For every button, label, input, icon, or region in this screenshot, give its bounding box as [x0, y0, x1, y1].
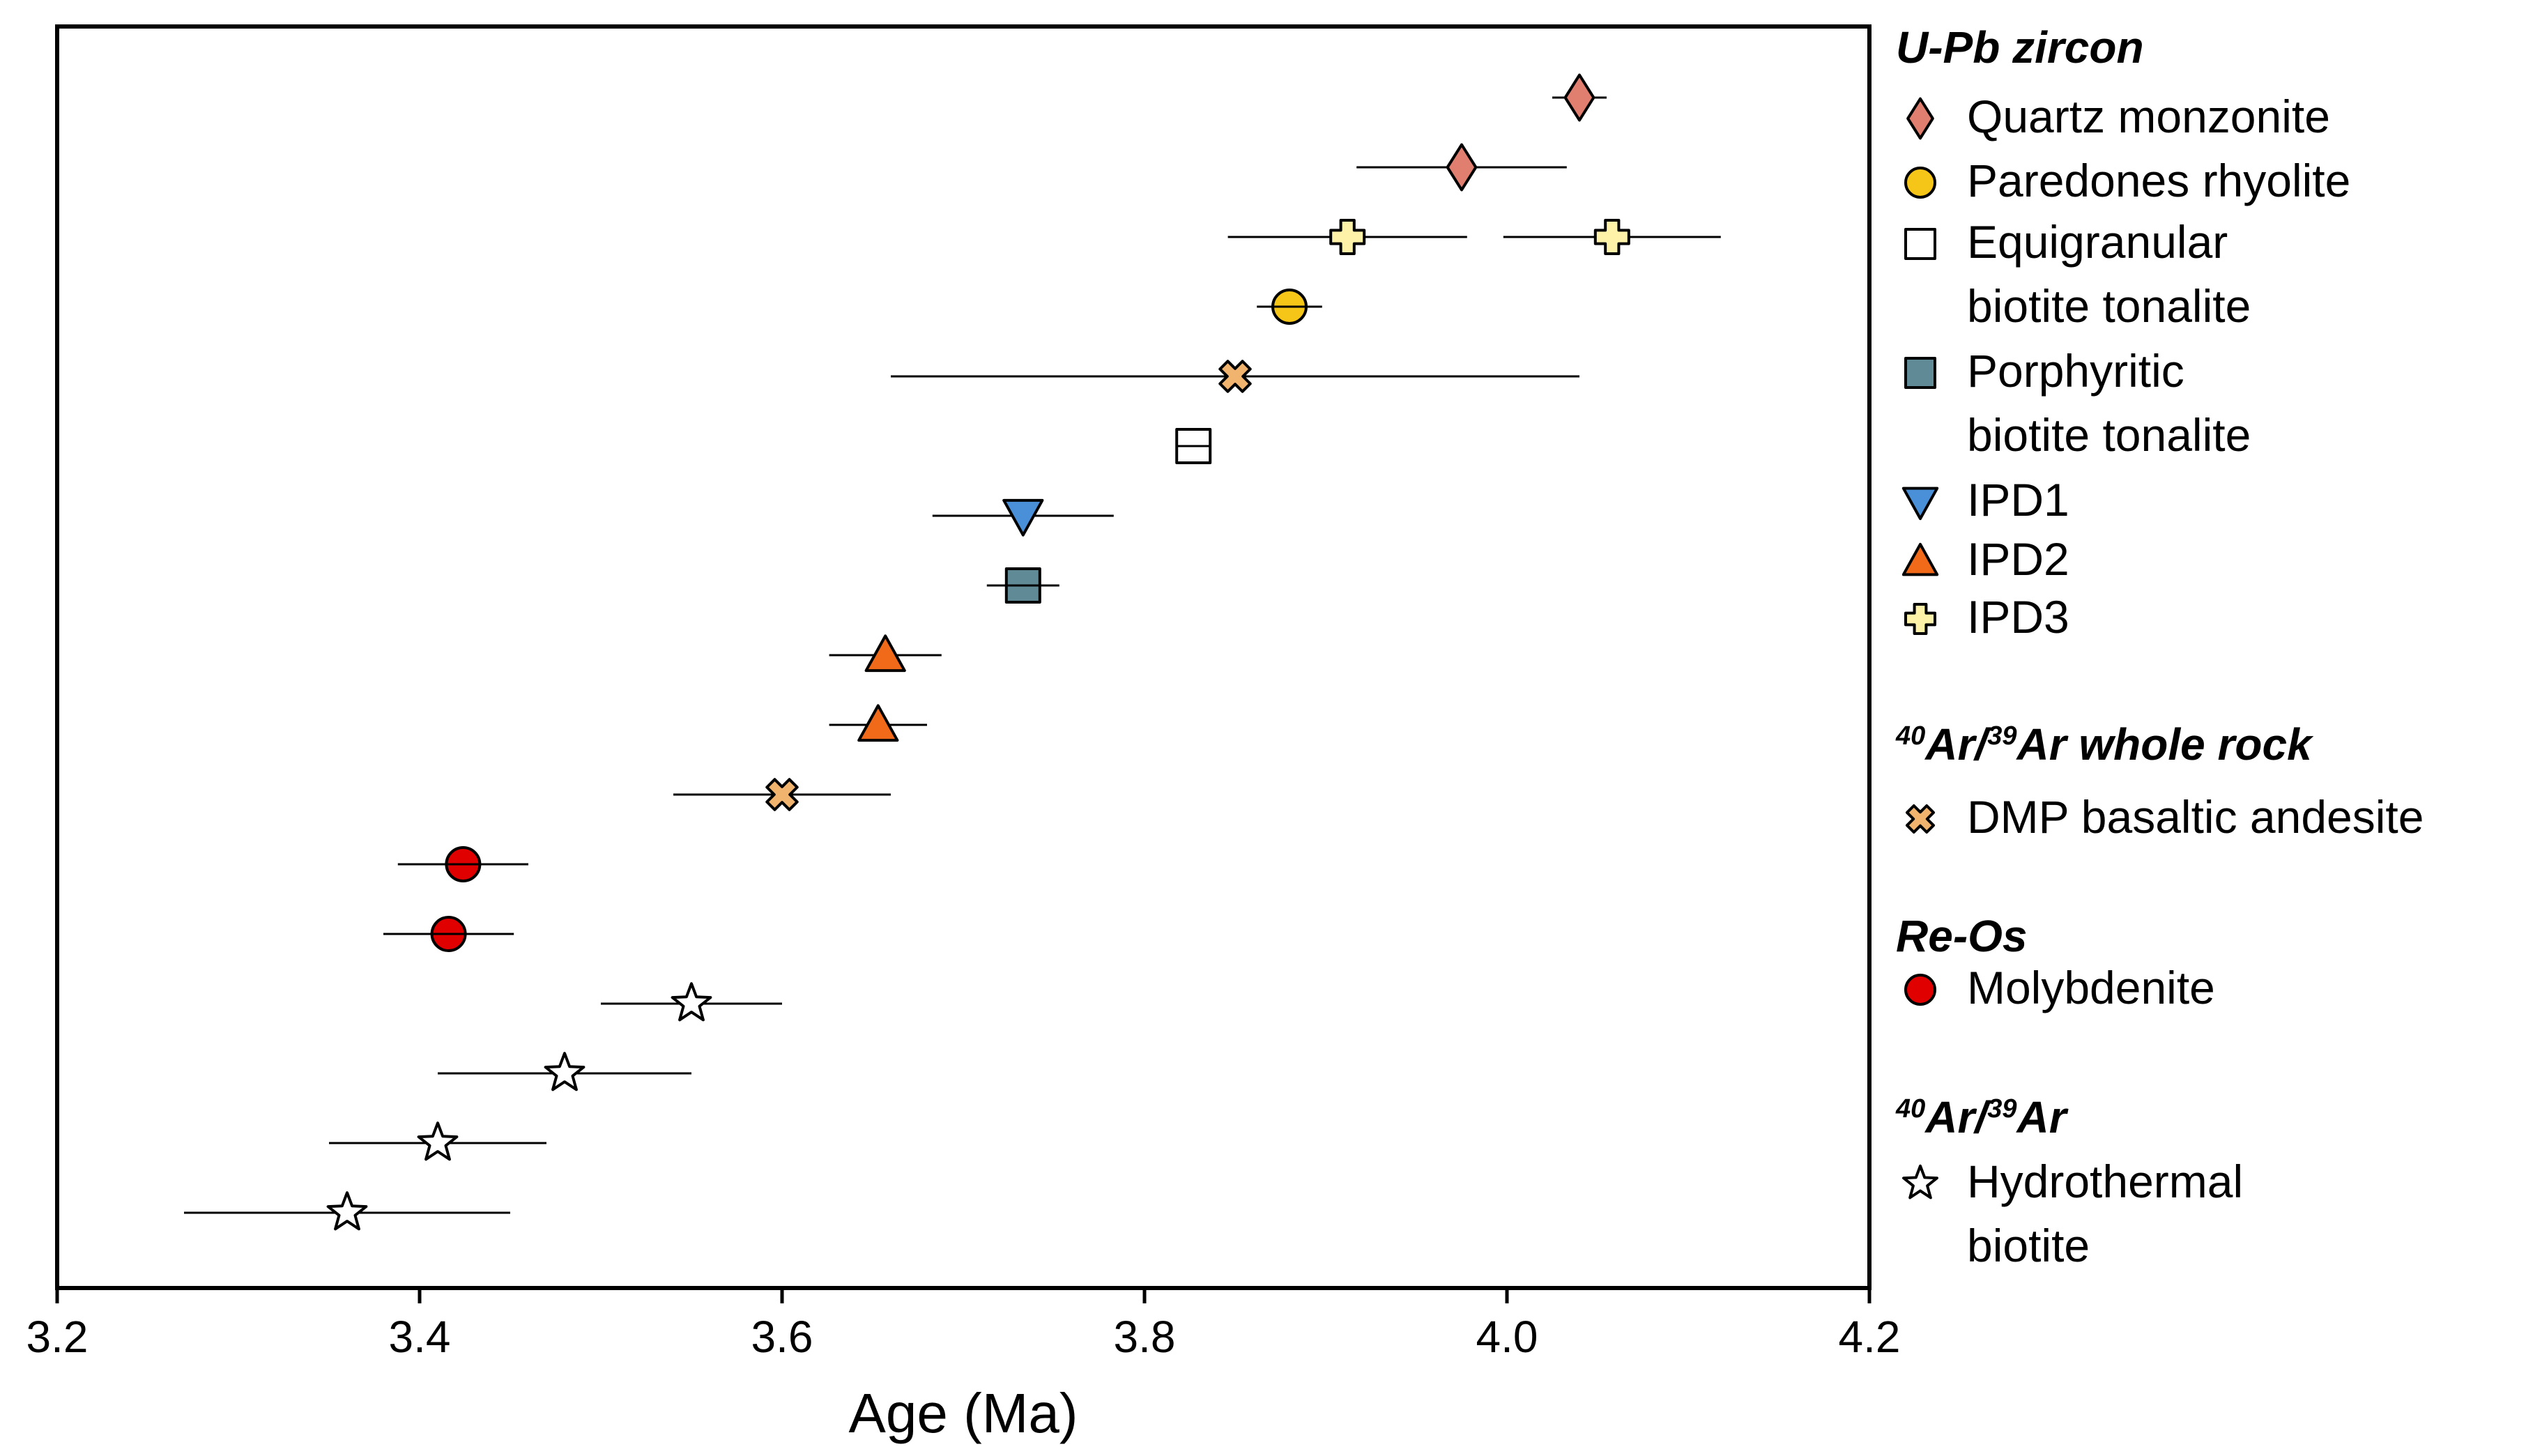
data-point-molybdenite: [397, 846, 528, 882]
data-point-ipd2: [829, 634, 942, 673]
legend-entry-equigranular-biotite-tonalite: Equigranular biotite tonalite: [1904, 216, 2251, 332]
legend-triangle-down-marker: [1901, 486, 1939, 521]
x-marker: [765, 778, 799, 811]
legend-entry-molybdenite: Molybdenite: [1904, 962, 2215, 1013]
x-tick-label: 3.6: [751, 1312, 813, 1362]
x-axis-title: Age (Ma): [849, 1382, 1078, 1444]
x-tick-label: 3.2: [26, 1312, 89, 1362]
legend-heading: U-Pb zircon: [1896, 22, 2144, 72]
x-tick-label: 4.0: [1476, 1312, 1538, 1362]
legend-entry-ipd3: IPD3: [1904, 591, 2069, 643]
legend-label: Porphyritic: [1967, 345, 2184, 397]
legend-circle-marker: [1904, 974, 1936, 1006]
legend-entry-hydrothermal-biotite: Hydrothermal biotite: [1902, 1156, 2243, 1271]
legend-heading: 40Ar/39Ar: [1895, 1092, 2069, 1142]
legend-circle-marker: [1904, 167, 1936, 199]
data-point-hydrothermal-biotite: [438, 1052, 691, 1091]
plot-area: [184, 73, 1721, 1231]
legend-entry-porphyritic-biotite-tonalite: Porphyritic biotite tonalite: [1904, 345, 2251, 461]
legend-entry-paredones-rhyolite: Paredones rhyolite: [1904, 155, 2350, 206]
legend-group-0: U-Pb zircon Quartz monzonite Paredones rhy…: [1896, 22, 2350, 643]
triangle-up-marker: [864, 634, 906, 673]
star-marker: [326, 1191, 368, 1231]
data-point-quartz-monzonite: [1356, 143, 1567, 192]
data-point-ipd1: [932, 498, 1114, 537]
legend-label: IPD2: [1967, 533, 2069, 585]
legend-label: Quartz monzonite: [1967, 91, 2330, 142]
data-point-equigranular-biotite-tonalite: [1175, 428, 1212, 464]
legend-heading: Re-Os: [1896, 911, 2028, 961]
data-point-ipd2: [829, 704, 927, 742]
legend-label: biotite tonalite: [1967, 409, 2251, 461]
legend-heading: 40Ar/39Ar whole rock: [1895, 719, 2314, 769]
legend-triangle-up-marker: [1901, 542, 1939, 576]
legend-entry-ipd2: IPD2: [1901, 533, 2069, 585]
legend-label: DMP basaltic andesite: [1967, 791, 2424, 843]
legend-label: biotite tonalite: [1967, 280, 2251, 332]
legend-label: IPD3: [1967, 591, 2069, 643]
legend-label: Molybdenite: [1967, 962, 2215, 1013]
diamond-marker: [1563, 73, 1595, 122]
data-point-dmp-basaltic-andesite: [891, 360, 1579, 393]
data-point-ipd3: [1227, 219, 1467, 255]
legend-label: Paredones rhyolite: [1967, 155, 2350, 206]
legend-group-1: 40Ar/39Ar whole rock DMP basaltic andesit…: [1895, 719, 2424, 843]
star-marker: [417, 1121, 459, 1161]
legend-label: Hydrothermal: [1967, 1156, 2243, 1207]
x-tick-label: 3.4: [389, 1312, 451, 1362]
legend: U-Pb zircon Quartz monzonite Paredones rhy…: [1895, 22, 2424, 1271]
legend-group-3: 40Ar/39Ar Hydrothermal biotite: [1895, 1092, 2243, 1271]
x-tick-label: 3.8: [1114, 1312, 1176, 1362]
star-marker: [544, 1052, 585, 1091]
legend-label: Equigranular: [1967, 216, 2228, 268]
legend-square-marker: [1904, 357, 1936, 389]
data-point-hydrothermal-biotite: [329, 1121, 546, 1161]
data-point-ipd3: [1503, 219, 1721, 255]
legend-entry-dmp-basaltic-andesite: DMP basaltic andesite: [1905, 791, 2424, 843]
data-point-hydrothermal-biotite: [184, 1191, 510, 1231]
x-marker: [1218, 360, 1252, 393]
star-marker: [671, 982, 712, 1022]
legend-label: IPD1: [1967, 474, 2069, 526]
diamond-marker: [1446, 143, 1478, 192]
x-tick-label: 4.2: [1839, 1312, 1901, 1362]
triangle-up-marker: [857, 704, 899, 742]
legend-diamond-marker: [1906, 97, 1934, 140]
legend-label: biotite: [1967, 1220, 2090, 1271]
legend-square-marker: [1904, 228, 1936, 260]
legend-entry-ipd1: IPD1: [1901, 474, 2069, 526]
legend-star-marker: [1902, 1164, 1938, 1200]
data-point-porphyritic-biotite-tonalite: [986, 567, 1059, 604]
data-point-quartz-monzonite: [1552, 73, 1607, 122]
plus-marker: [1593, 219, 1630, 255]
plus-marker: [1329, 219, 1366, 255]
legend-entry-quartz-monzonite: Quartz monzonite: [1906, 91, 2330, 142]
x-axis: 3.2 3.4 3.6 3.8 4.0 4.2: [26, 1288, 1901, 1362]
data-point-molybdenite: [383, 916, 514, 952]
data-point-paredones-rhyolite: [1257, 289, 1322, 325]
legend-x-marker: [1905, 804, 1936, 834]
data-point-hydrothermal-biotite: [601, 982, 782, 1022]
legend-plus-marker: [1904, 603, 1936, 635]
data-point-dmp-basaltic-andesite: [673, 778, 891, 811]
plot-frame: [55, 24, 1871, 1290]
triangle-down-marker: [1002, 498, 1044, 537]
